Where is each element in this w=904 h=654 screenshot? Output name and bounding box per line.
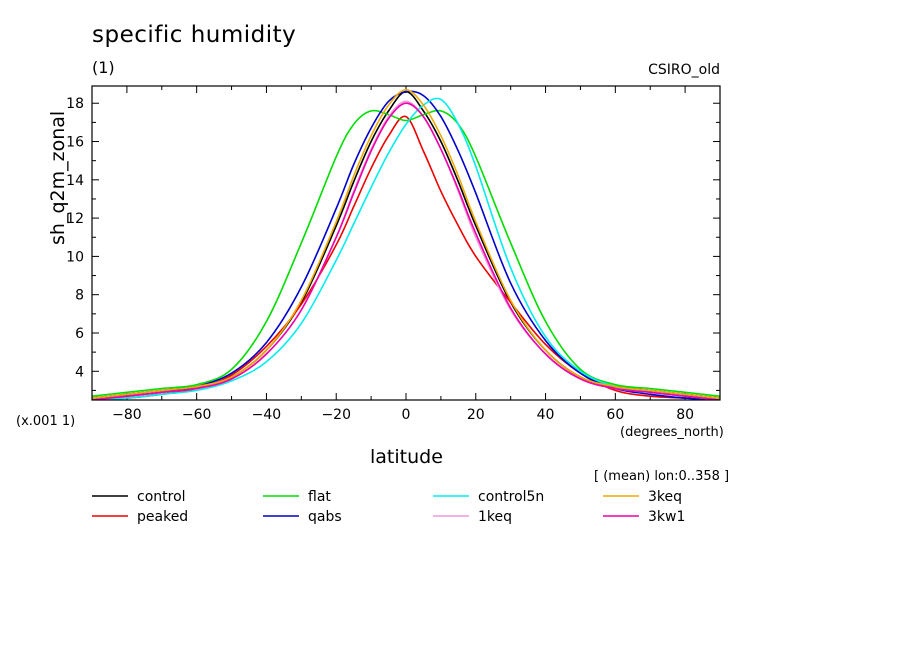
x-tick-label: −60 bbox=[182, 407, 212, 423]
x-tick-label: 0 bbox=[402, 407, 411, 423]
series-line-control5n bbox=[92, 97, 720, 400]
series-line-1keq bbox=[92, 100, 720, 400]
legend-label-qabs: qabs bbox=[308, 509, 342, 525]
x-tick-label: 60 bbox=[606, 407, 624, 423]
series-line-peaked bbox=[92, 115, 720, 400]
legend-label-1keq: 1keq bbox=[478, 509, 512, 525]
chart-title: specific humidity bbox=[92, 22, 297, 48]
y-tick-label: 8 bbox=[75, 288, 84, 304]
legend-label-3keq: 3keq bbox=[648, 489, 682, 505]
x-tick-label: 40 bbox=[537, 407, 555, 423]
x-tick-label: 20 bbox=[467, 407, 485, 423]
series-line-flat bbox=[92, 109, 720, 397]
x-tick-label: −40 bbox=[252, 407, 282, 423]
x-axis-units: (degrees_north) bbox=[620, 425, 724, 440]
y-tick-label: 6 bbox=[75, 326, 84, 342]
series-line-control bbox=[92, 90, 720, 399]
x-axis-label: latitude bbox=[370, 446, 443, 468]
y-tick-label: 10 bbox=[66, 249, 84, 265]
legend-label-peaked: peaked bbox=[137, 509, 188, 525]
series-line-3kw1 bbox=[92, 102, 720, 400]
model-label: CSIRO_old bbox=[648, 62, 720, 78]
series-line-qabs bbox=[92, 90, 720, 400]
x-tick-label: 80 bbox=[676, 407, 694, 423]
scale-note: (x.001 1) bbox=[16, 414, 76, 429]
y-tick-label: 18 bbox=[66, 96, 84, 112]
legend-label-3kw1: 3kw1 bbox=[648, 509, 685, 525]
legend-label-flat: flat bbox=[308, 489, 331, 505]
series-line-3keq bbox=[92, 88, 720, 399]
x-tick-label: −20 bbox=[321, 407, 351, 423]
y-tick-label: 14 bbox=[66, 173, 84, 189]
plot-frame bbox=[91, 85, 721, 401]
legend-label-control5n: control5n bbox=[478, 489, 544, 505]
y-tick-label: 4 bbox=[75, 364, 84, 380]
y-tick-label: 16 bbox=[66, 135, 84, 151]
legend-label-control: control bbox=[137, 489, 186, 505]
mean-note: [ (mean) lon:0..358 ] bbox=[594, 469, 730, 484]
x-tick-label: −80 bbox=[112, 407, 142, 423]
panel-label: (1) bbox=[92, 58, 115, 77]
y-tick-label: 12 bbox=[66, 211, 84, 227]
